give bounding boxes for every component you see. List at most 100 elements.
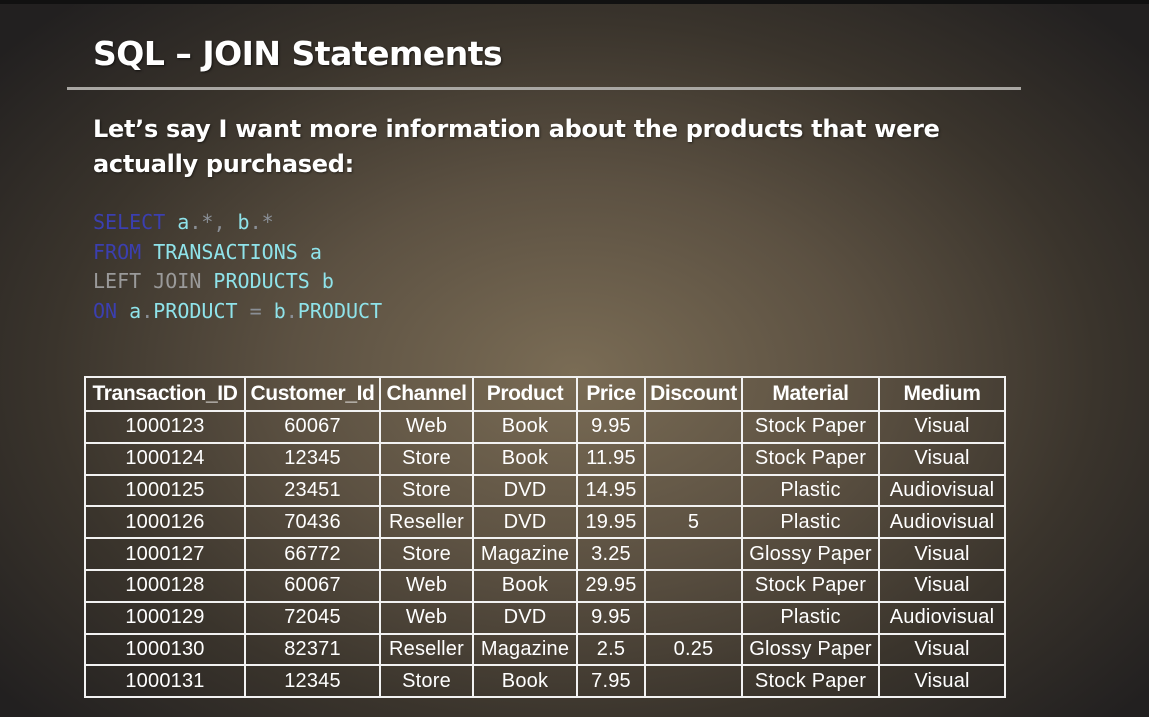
table-cell: Magazine (472, 537, 578, 571)
table-cell: Glossy Paper (741, 632, 880, 667)
table-row: 1000123 60067 Web Book 9.95 Stock Paper Visual (84, 410, 1006, 444)
table-cell: 1000127 (84, 537, 246, 571)
table-cell: 19.95 (576, 505, 646, 540)
table-cell: 1000125 (84, 473, 246, 508)
table-row: 1000128 60067 Web Book 29.95 Stock Paper Visua… (84, 568, 1006, 603)
table-cell: 82371 (244, 632, 381, 667)
table-cell: 2.5 (576, 632, 646, 667)
table-row: 1000125 23451 Store DVD 14.95 Plastic Audiovis… (84, 473, 1006, 508)
table-cell: 7.95 (576, 664, 646, 699)
table-cell: DVD (472, 505, 578, 540)
column-header: Customer_Id (244, 376, 381, 412)
table-cell: 29.95 (576, 568, 646, 603)
table-cell: 60067 (244, 568, 381, 603)
table-body: 1000123 60067 Web Book 9.95 Stock Paper Visual… (84, 410, 1006, 699)
table-cell: Visual (878, 664, 1006, 699)
column-header: Medium (878, 376, 1006, 412)
table-cell: 23451 (244, 473, 381, 508)
table-cell: Store (379, 441, 474, 476)
table-row: 1000127 66772 Store Magazine 3.25 Glossy Pape… (84, 537, 1006, 571)
intro-text: Let’s say I want more information about … (93, 115, 940, 178)
join-result-table: Transaction_ID Customer_Id Channel Product P… (84, 376, 1006, 699)
table-cell: 14.95 (576, 473, 646, 508)
column-header: Product (472, 376, 578, 412)
table-cell: 1000126 (84, 505, 246, 540)
table-cell: Audiovisual (878, 600, 1006, 635)
sql-text: a.*, b.* (177, 210, 274, 234)
table-cell (644, 664, 743, 699)
table-cell: 1000130 (84, 632, 246, 667)
table-cell (644, 473, 743, 508)
top-border (0, 0, 1149, 4)
table-cell: 5 (644, 505, 743, 540)
column-header: Material (741, 376, 880, 412)
table-cell: Store (379, 664, 474, 699)
table-cell: Magazine (472, 632, 578, 667)
table-row: 1000130 82371 Reseller Magazine 2.5 0.25 Gloss… (84, 632, 1006, 667)
table-cell: Store (379, 473, 474, 508)
table-cell: Audiovisual (878, 505, 1006, 540)
sql-keyword: SELECT (93, 210, 166, 234)
table-cell: 0.25 (644, 632, 743, 667)
sql-keyword: LEFT JOIN (93, 269, 202, 293)
table-cell: 9.95 (576, 410, 646, 444)
table-cell: Visual (878, 632, 1006, 667)
table-row: 1000131 12345 Store Book 7.95 Stock Paper Visu… (84, 664, 1006, 699)
table-cell: Book (472, 441, 578, 476)
table-cell: Stock Paper (741, 664, 880, 699)
table-cell: Audiovisual (878, 473, 1006, 508)
table-cell: Plastic (741, 473, 880, 508)
table-cell: 1000128 (84, 568, 246, 603)
table-cell: 9.95 (576, 600, 646, 635)
table-cell: Plastic (741, 600, 880, 635)
table-cell: Web (379, 600, 474, 635)
table-cell: Book (472, 664, 578, 699)
table-cell: Visual (878, 410, 1006, 444)
column-header: Transaction_ID (84, 376, 246, 412)
table-cell: Reseller (379, 505, 474, 540)
code-line-select: SELECT a.*, b.* (93, 208, 382, 238)
table-cell: 72045 (244, 600, 381, 635)
sql-text: PRODUCTS b (213, 269, 334, 293)
table-cell: 1000131 (84, 664, 246, 699)
table-header-row: Transaction_ID Customer_Id Channel Product P… (84, 376, 1006, 412)
table-cell: Web (379, 568, 474, 603)
sql-keyword: FROM (93, 239, 142, 264)
code-line-from: FROM TRANSACTIONS a (93, 238, 382, 268)
sql-text: TRANSACTIONS a (153, 239, 322, 264)
table-row: 1000129 72045 Web DVD 9.95 Plastic Audiovisual (84, 600, 1006, 635)
table-cell: 11.95 (576, 441, 646, 476)
table-cell: Plastic (741, 505, 880, 540)
table-cell: Visual (878, 537, 1006, 571)
table-cell: Store (379, 537, 474, 571)
sql-text: a.PRODUCT = b.PRODUCT (129, 298, 383, 323)
slide-title: SQL – JOIN Statements (93, 34, 503, 73)
column-header: Price (576, 376, 646, 412)
table-cell: 1000123 (84, 410, 246, 444)
column-header: Channel (379, 376, 474, 412)
table-cell (644, 568, 743, 603)
table-cell: Book (472, 568, 578, 603)
table-row: 1000126 70436 Reseller DVD 19.95 5 Plastic Audi… (84, 505, 1006, 540)
table-cell: Book (472, 410, 578, 444)
table-cell: Stock Paper (741, 568, 880, 603)
table-cell: 1000124 (84, 441, 246, 476)
table-cell (644, 410, 743, 444)
table-cell (644, 537, 743, 571)
table-cell: Visual (878, 568, 1006, 603)
table-cell: Visual (878, 441, 1006, 476)
table-cell: 3.25 (576, 537, 646, 571)
table-cell: 60067 (244, 410, 381, 444)
code-line-join: LEFT JOIN PRODUCTS b (93, 267, 382, 297)
table-cell: Glossy Paper (741, 537, 880, 571)
table-cell: Stock Paper (741, 410, 880, 444)
table-cell: DVD (472, 473, 578, 508)
table-cell: Stock Paper (741, 441, 880, 476)
table-cell: 66772 (244, 537, 381, 571)
table-cell: 1000129 (84, 600, 246, 635)
column-header: Discount (644, 376, 743, 412)
table-row: 1000124 12345 Store Book 11.95 Stock Paper Vis… (84, 441, 1006, 476)
table-cell: 12345 (244, 441, 381, 476)
table-cell: Web (379, 410, 474, 444)
table-cell: 12345 (244, 664, 381, 699)
